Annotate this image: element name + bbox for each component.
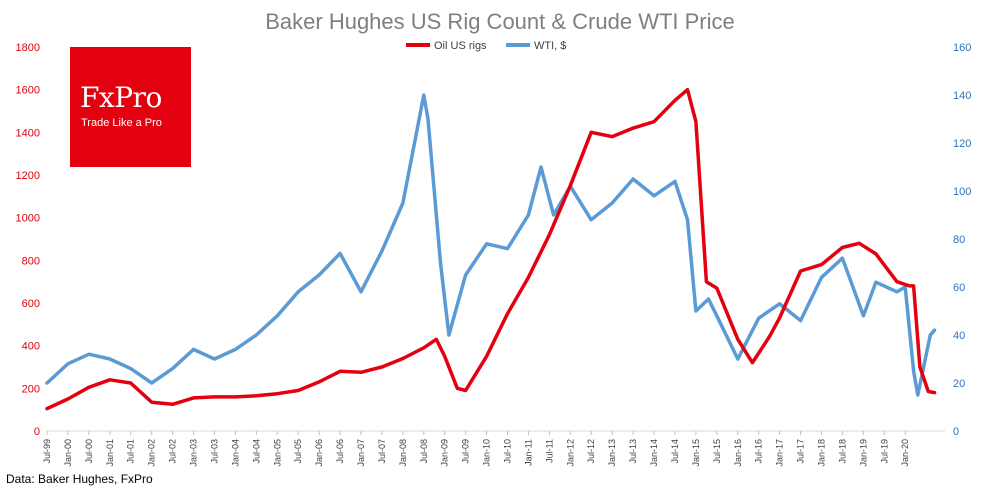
x-tick-label: Jan-19 bbox=[858, 439, 868, 467]
x-tick-label: Jan-20 bbox=[900, 439, 910, 467]
series-layer bbox=[45, 87, 937, 411]
y-left-tick-label: 800 bbox=[22, 255, 40, 267]
x-tick-label: Jul-08 bbox=[419, 439, 429, 464]
x-tick-label: Jul-13 bbox=[628, 439, 638, 464]
x-tick-label: Jan-08 bbox=[398, 439, 408, 467]
x-tick-label: Jan-13 bbox=[607, 439, 617, 467]
x-tick-label: Jul-99 bbox=[42, 439, 52, 464]
x-tick-label: Jan-10 bbox=[482, 439, 492, 467]
x-tick-label: Jul-01 bbox=[126, 439, 136, 464]
series-line-wti bbox=[45, 93, 937, 397]
x-tick-label: Jan-04 bbox=[230, 439, 240, 467]
x-tick-label: Jan-01 bbox=[105, 439, 115, 467]
y-right-tick-label: 160 bbox=[953, 42, 971, 54]
x-tick-label: Jan-09 bbox=[440, 439, 450, 467]
y-right-tick-label: 60 bbox=[953, 282, 965, 294]
x-tick-label: Jul-17 bbox=[796, 439, 806, 464]
x-tick-label: Jan-07 bbox=[356, 439, 366, 467]
y-left-tick-label: 1200 bbox=[16, 170, 40, 182]
y-left-tick-label: 200 bbox=[22, 383, 40, 395]
x-tick-label: Jul-04 bbox=[251, 439, 261, 464]
chart-title: Baker Hughes US Rig Count & Crude WTI Pr… bbox=[265, 9, 735, 34]
x-tick-label: Jan-16 bbox=[733, 439, 743, 467]
y-left-tick-label: 1000 bbox=[16, 213, 40, 225]
x-tick-label: Jul-09 bbox=[461, 439, 471, 464]
x-tick-label: Jan-12 bbox=[565, 439, 575, 467]
x-tick-label: Jan-05 bbox=[272, 439, 282, 467]
y-left-tick-label: 1600 bbox=[16, 85, 40, 97]
y-right-tick-label: 0 bbox=[953, 426, 959, 438]
x-tick-label: Jan-17 bbox=[775, 439, 785, 467]
x-tick-label: Jan-11 bbox=[523, 439, 533, 466]
x-tick-label: Jan-06 bbox=[314, 439, 324, 467]
x-tick-label: Jul-15 bbox=[712, 439, 722, 464]
x-tick-label: Jul-14 bbox=[670, 439, 680, 464]
x-tick-label: Jul-19 bbox=[879, 439, 889, 464]
x-tick-label: Jul-10 bbox=[503, 439, 513, 464]
x-tick-label: Jul-05 bbox=[293, 439, 303, 464]
y-right-tick-label: 100 bbox=[953, 186, 971, 198]
x-tick-label: Jul-03 bbox=[209, 439, 219, 464]
logo-tagline: Trade Like a Pro bbox=[81, 117, 162, 129]
x-tick-label: Jul-12 bbox=[586, 439, 596, 464]
y-right-tick-label: 140 bbox=[953, 90, 971, 102]
x-tick-label: Jan-00 bbox=[63, 439, 73, 467]
x-tick-label: Jul-02 bbox=[168, 439, 178, 464]
legend-label-wti: WTI, $ bbox=[534, 40, 566, 52]
x-tick-label: Jul-18 bbox=[837, 439, 847, 464]
x-tick-label: Jul-06 bbox=[335, 439, 345, 464]
x-axis: Jul-99 Jan-00 Jul-00 Jan-01 Jul-01 Jan-02 Jul-… bbox=[42, 431, 910, 467]
y-axis-right: 0 20 40 60 80 100 120 140 160 bbox=[953, 42, 971, 438]
x-tick-label: Jul-00 bbox=[84, 439, 94, 464]
y-left-tick-label: 1800 bbox=[16, 42, 40, 54]
fxpro-logo: FxPro Trade Like a Pro bbox=[70, 47, 191, 167]
x-tick-label: Jan-03 bbox=[189, 439, 199, 467]
y-right-tick-label: 40 bbox=[953, 330, 965, 342]
legend: Oil US rigs WTI, $ bbox=[406, 40, 566, 52]
x-tick-label: Jan-14 bbox=[649, 439, 659, 467]
series-line-oil-us-rigs bbox=[45, 87, 937, 411]
x-tick-label: Jan-18 bbox=[816, 439, 826, 467]
y-right-tick-label: 20 bbox=[953, 378, 965, 390]
y-right-tick-label: 80 bbox=[953, 234, 965, 246]
y-left-tick-label: 0 bbox=[34, 426, 40, 438]
x-tick-label: Jan-15 bbox=[691, 439, 701, 467]
y-axis-left: 0 200 400 600 800 1000 1200 1400 1600 1800 bbox=[16, 42, 40, 438]
y-left-tick-label: 600 bbox=[22, 298, 40, 310]
x-tick-label: Jul-11 bbox=[544, 439, 554, 463]
y-left-tick-label: 1400 bbox=[16, 127, 40, 139]
y-right-tick-label: 120 bbox=[953, 138, 971, 150]
source-note: Data: Baker Hughes, FxPro bbox=[6, 472, 153, 486]
x-tick-label: Jan-02 bbox=[147, 439, 157, 467]
x-tick-label: Jul-16 bbox=[754, 439, 764, 464]
x-tick-label: Jul-07 bbox=[377, 439, 387, 464]
logo-brand-text: FxPro bbox=[80, 81, 162, 114]
legend-label-rigs: Oil US rigs bbox=[434, 40, 487, 52]
y-left-tick-label: 400 bbox=[22, 341, 40, 353]
